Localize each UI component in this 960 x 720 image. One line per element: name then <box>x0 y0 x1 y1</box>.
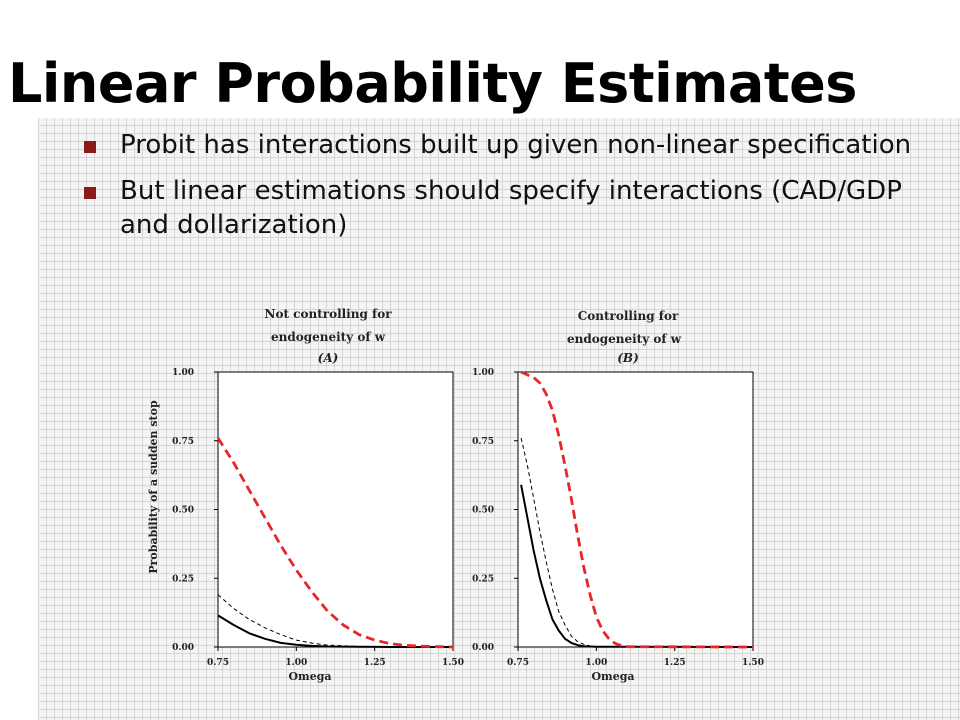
grid-background <box>38 118 960 720</box>
bullet-marker-icon <box>84 187 96 199</box>
bullet-list: Probit has interactions built up given n… <box>84 128 934 254</box>
slide-title: Linear Probability Estimates <box>8 52 857 115</box>
bullet-item: But linear estimations should specify in… <box>84 174 934 242</box>
bullet-item: Probit has interactions built up given n… <box>84 128 934 162</box>
bullet-marker-icon <box>84 141 96 153</box>
bullet-text: Probit has interactions built up given n… <box>120 130 912 160</box>
bullet-text: But linear estimations should specify in… <box>120 176 902 240</box>
